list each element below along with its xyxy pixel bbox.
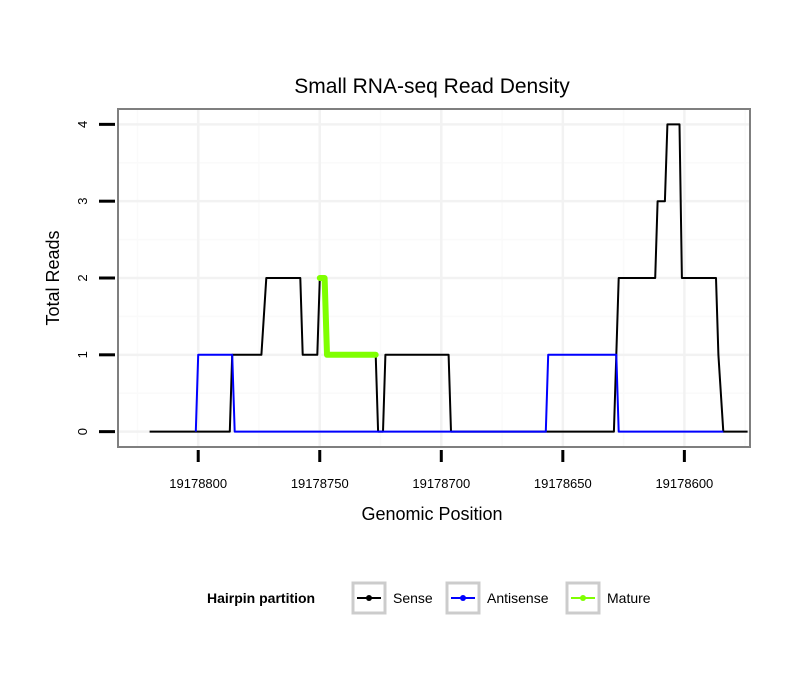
- legend: Hairpin partition Sense Antisense Mature: [207, 581, 651, 615]
- y-tick-label: 2: [75, 274, 90, 281]
- x-tick-label: 19178600: [655, 476, 713, 491]
- y-tick-label: 1: [75, 351, 90, 358]
- series-line-sense: [149, 123, 748, 433]
- legend-key-point: [460, 595, 466, 601]
- x-tick-label: 19178800: [169, 476, 227, 491]
- legend-entry-sense: Sense: [351, 581, 433, 615]
- y-axis-ticks: 0 1 2 3 4: [75, 121, 115, 435]
- legend-key-point: [580, 595, 586, 601]
- x-tick-label: 19178650: [534, 476, 592, 491]
- legend-key-point: [366, 595, 372, 601]
- x-axis-ticks: 19178800 19178750 19178700 19178650 19178600: [169, 450, 713, 491]
- plot-border: [117, 108, 751, 448]
- legend-label: Sense: [393, 590, 433, 606]
- x-tick-label: 19178750: [291, 476, 349, 491]
- y-axis-title: Total Reads: [43, 230, 63, 325]
- y-tick-label: 3: [75, 198, 90, 205]
- legend-entry-antisense: Antisense: [445, 581, 549, 615]
- legend-entry-mature: Mature: [565, 581, 651, 615]
- series-line-mature: [316, 275, 379, 358]
- x-axis-title: Genomic Position: [361, 504, 502, 524]
- y-tick-label: 0: [75, 428, 90, 435]
- legend-label: Antisense: [487, 590, 549, 606]
- chart-title: Small RNA-seq Read Density: [294, 75, 570, 98]
- legend-label: Mature: [607, 590, 651, 606]
- y-tick-label: 4: [75, 121, 90, 128]
- series-line-antisense: [194, 353, 724, 433]
- legend-title: Hairpin partition: [207, 590, 315, 606]
- series-layer: [149, 123, 748, 433]
- x-tick-label: 19178700: [412, 476, 470, 491]
